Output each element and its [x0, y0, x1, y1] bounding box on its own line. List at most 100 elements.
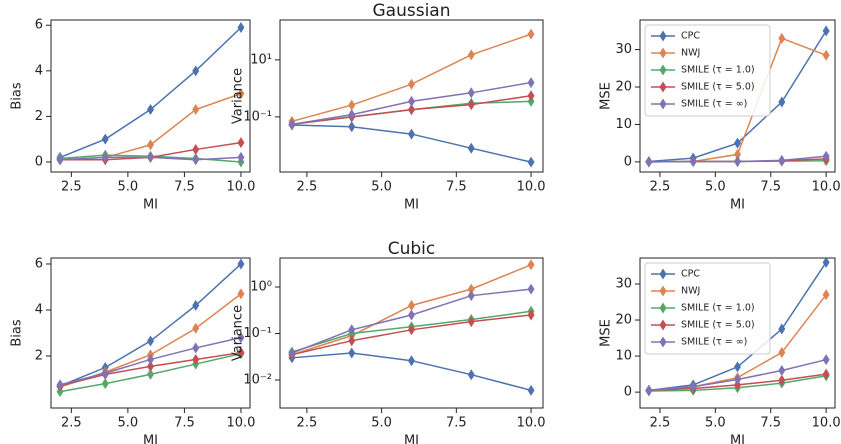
legend-frame — [644, 262, 771, 355]
marker — [237, 137, 245, 149]
marker — [192, 154, 200, 166]
y-axis-label: MSE — [599, 82, 614, 110]
x-tick-label: 2.5 — [650, 180, 671, 195]
marker — [237, 22, 245, 34]
y-axis-label: Bias — [10, 319, 25, 346]
marker — [408, 299, 415, 311]
marker — [734, 156, 741, 168]
axes-frame — [50, 19, 251, 173]
legend-label: SMILE (τ = 1.0) — [681, 303, 755, 314]
legend-frame — [644, 24, 771, 117]
y-axis-label: MSE — [599, 319, 614, 347]
y-tick-label: 6 — [35, 18, 43, 33]
x-tick-label: 2.5 — [297, 416, 318, 431]
legend-marker — [659, 319, 667, 331]
y-tick-label: 10⁻² — [243, 372, 272, 387]
marker — [192, 65, 200, 77]
y-tick-label: 20 — [615, 313, 632, 328]
marker — [237, 88, 245, 100]
marker — [101, 378, 109, 390]
y-tick-label: 6 — [35, 256, 43, 271]
marker — [822, 289, 830, 301]
marker — [237, 151, 245, 163]
y-tick-label: 4 — [35, 63, 43, 78]
y-axis-label: Variance — [231, 68, 246, 124]
marker — [467, 290, 475, 302]
marker — [288, 118, 296, 130]
x-axis-label: MI — [404, 434, 419, 444]
x-tick-label: 2.5 — [61, 416, 82, 431]
marker — [147, 104, 154, 116]
legend-label: CPC — [681, 31, 700, 42]
marker — [527, 309, 535, 321]
x-tick-label: 2.5 — [650, 416, 671, 431]
x-tick-label: 10.0 — [517, 416, 546, 431]
legend-label: SMILE (τ = 5.0) — [681, 82, 755, 93]
x-axis-label: MI — [143, 434, 158, 444]
marker — [192, 143, 200, 155]
marker — [467, 369, 475, 381]
x-tick-label: 2.5 — [297, 180, 318, 195]
marker — [348, 109, 356, 121]
marker — [645, 384, 653, 396]
marker — [288, 347, 296, 359]
marker — [467, 316, 475, 328]
marker — [734, 361, 741, 373]
y-tick-label: 10 — [615, 349, 632, 364]
marker — [348, 335, 356, 347]
x-axis-label: MI — [404, 198, 419, 213]
y-tick-label: 10¹ — [250, 52, 272, 67]
marker — [778, 323, 786, 335]
marker — [237, 288, 245, 300]
marker — [467, 283, 475, 295]
marker — [734, 374, 741, 386]
y-tick-label: 0 — [35, 154, 43, 169]
marker — [822, 354, 830, 366]
legend-label: SMILE (τ = ∞) — [681, 99, 747, 110]
legend-marker — [659, 47, 667, 59]
marker — [408, 78, 415, 90]
x-tick-label: 7.5 — [174, 180, 195, 195]
marker — [56, 386, 64, 398]
marker — [348, 324, 356, 336]
x-axis-label: MI — [730, 198, 745, 213]
y-tick-label: 10⁰ — [250, 279, 272, 294]
marker — [689, 381, 697, 393]
legend-marker — [659, 64, 667, 76]
x-tick-label: 5.0 — [371, 180, 392, 195]
marker — [101, 133, 109, 145]
x-tick-label: 2.5 — [61, 180, 82, 195]
legend-label: SMILE (τ = 5.0) — [681, 320, 755, 331]
y-tick-label: 10⁻¹ — [243, 109, 272, 124]
marker — [778, 365, 786, 376]
marker — [822, 256, 830, 268]
marker — [778, 374, 786, 386]
marker — [147, 353, 154, 365]
x-axis-label: MI — [143, 198, 158, 213]
marker — [192, 353, 200, 365]
marker — [467, 49, 475, 61]
legend: CPC NWJ SMILE (τ = 1.0) SMILE (τ = 5.0) SMIL… — [644, 262, 771, 355]
marker — [689, 156, 697, 168]
marker — [348, 347, 356, 359]
y-tick-label: 0 — [624, 154, 632, 169]
legend-marker — [659, 30, 667, 42]
x-tick-label: 7.5 — [760, 416, 781, 431]
marker — [147, 151, 154, 163]
marker — [822, 25, 830, 37]
marker — [237, 347, 245, 359]
marker — [822, 150, 830, 162]
legend-marker — [659, 285, 667, 297]
marker — [408, 95, 415, 107]
legend-marker — [659, 98, 667, 110]
x-tick-label: 7.5 — [446, 416, 467, 431]
marker — [822, 368, 830, 380]
marker — [778, 32, 786, 44]
marker — [467, 99, 475, 111]
marker — [408, 128, 415, 140]
marker — [527, 95, 535, 107]
y-tick-label: 30 — [615, 276, 632, 291]
marker — [408, 309, 415, 321]
legend-marker — [659, 268, 667, 280]
